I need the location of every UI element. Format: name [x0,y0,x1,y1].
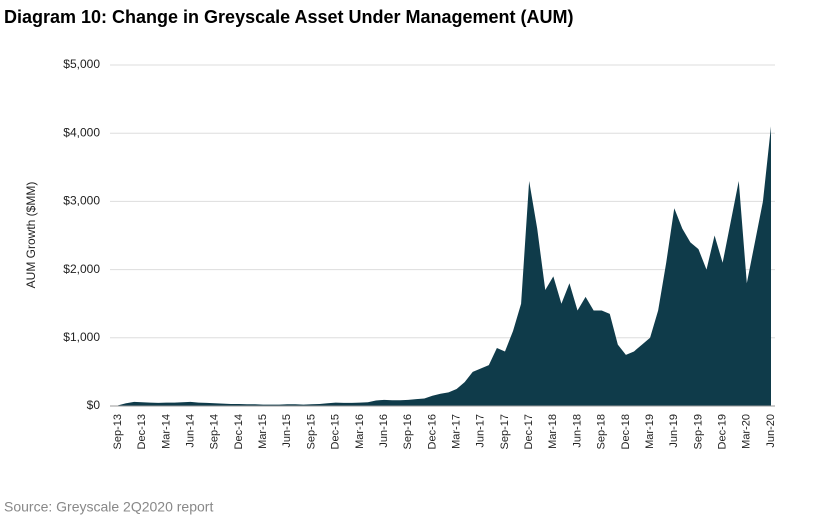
x-tick-label: Mar-20 [741,414,753,449]
x-tick-label: Dec-17 [523,414,535,449]
x-tick-label: Dec-15 [330,414,342,449]
x-tick-label: Mar-16 [354,414,366,449]
x-tick-label: Sep-16 [402,414,414,449]
x-tick-label: Jun-16 [378,414,390,448]
x-tick-label: Dec-18 [620,414,632,449]
source-note: Source: Greyscale 2Q2020 report [4,499,213,515]
x-tick-label: Sep-14 [209,414,221,449]
x-tick-label: Mar-14 [160,414,172,449]
x-tick-label: Jun-20 [765,414,777,448]
x-tick-label: Dec-19 [717,414,729,449]
y-tick-label: $3,000 [63,194,100,208]
x-tick-label: Jun-15 [281,414,293,448]
x-tick-label: Mar-18 [547,414,559,449]
x-tick-label: Jun-14 [184,414,196,448]
x-tick-label: Mar-15 [257,414,269,449]
x-tick-label: Sep-13 [112,414,124,449]
y-tick-label: $0 [87,398,101,412]
x-tick-label: Dec-16 [426,414,438,449]
area [118,126,771,406]
x-tick-label: Mar-17 [450,414,462,449]
y-tick-label: $5,000 [63,57,100,71]
y-tick-label: $1,000 [63,330,100,344]
x-tick-label: Dec-14 [233,414,245,449]
x-tick-label: Dec-13 [136,414,148,449]
x-tick-label: Jun-19 [668,414,680,448]
x-tick-label: Jun-18 [571,414,583,448]
x-tick-label: Sep-19 [692,414,704,449]
x-tick-label: Jun-17 [475,414,487,448]
x-tick-label: Mar-19 [644,414,656,449]
x-tick-label: Sep-17 [499,414,511,449]
x-tick-label: Sep-15 [305,414,317,449]
y-tick-label: $4,000 [63,125,100,139]
y-axis-title: AUM Growth ($MM) [24,182,38,289]
x-tick-label: Sep-18 [596,414,608,449]
chart-title: Diagram 10: Change in Greyscale Asset Un… [4,7,574,27]
y-tick-label: $2,000 [63,262,100,276]
